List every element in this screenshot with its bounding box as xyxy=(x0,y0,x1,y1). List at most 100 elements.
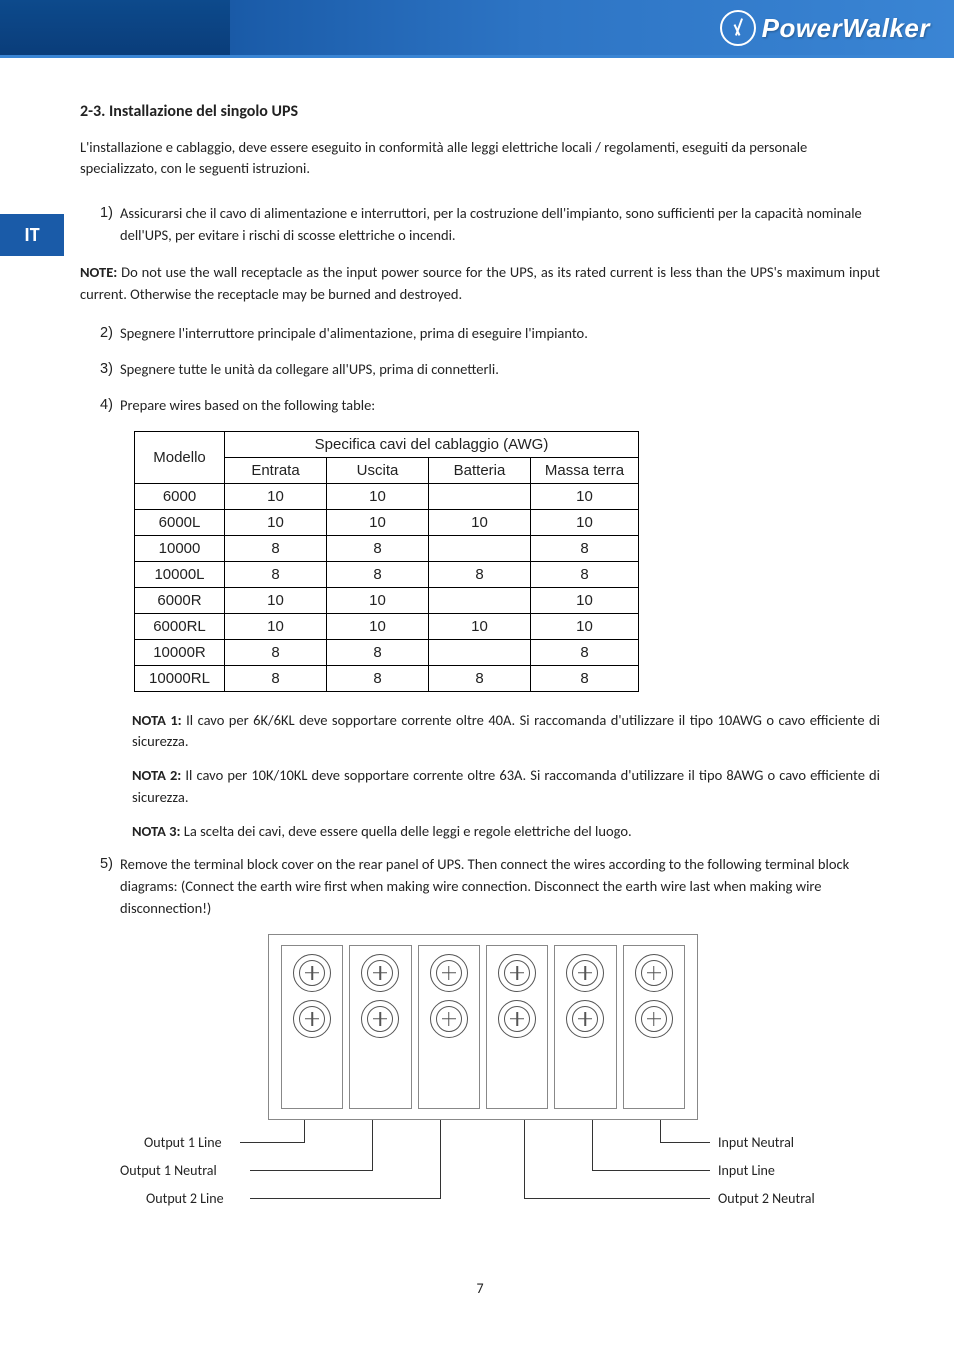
table-cell: 10000L xyxy=(135,561,225,587)
table-cell: 6000L xyxy=(135,509,225,535)
screw-icon xyxy=(635,1000,673,1038)
list-item: 4) Prepare wires based on the following … xyxy=(80,395,880,417)
wiring-table: Modello Specifica cavi del cablaggio (AW… xyxy=(134,431,639,692)
list-number: 4) xyxy=(80,395,120,417)
table-cell: 10 xyxy=(225,613,327,639)
list-item: 5) Remove the terminal block cover on th… xyxy=(80,854,880,919)
table-cell: 8 xyxy=(531,639,639,665)
note-text: Do not use the wall receptacle as the in… xyxy=(80,263,880,303)
list-number: 5) xyxy=(80,854,120,919)
col-massa: Massa terra xyxy=(531,457,639,483)
list-number: 3) xyxy=(80,359,120,381)
list-item: 3) Spegnere tutte le unità da collegare … xyxy=(80,359,880,381)
table-cell xyxy=(429,483,531,509)
note-main: NOTE: Do not use the wall receptacle as … xyxy=(80,261,880,306)
table-cell: 10 xyxy=(429,509,531,535)
col-batteria: Batteria xyxy=(429,457,531,483)
label-in-line: Input Line xyxy=(718,1162,775,1179)
table-cell xyxy=(429,639,531,665)
terminal-block xyxy=(268,934,698,1120)
table-cell: 8 xyxy=(225,561,327,587)
table-cell: 6000R xyxy=(135,587,225,613)
screw-icon xyxy=(361,954,399,992)
leader-line xyxy=(240,1142,305,1143)
screw-icon xyxy=(498,954,536,992)
nota-2: NOTA 2: Il cavo per 10K/10KL deve soppor… xyxy=(132,765,880,809)
nota-1: NOTA 1: Il cavo per 6K/6KL deve sopporta… xyxy=(132,710,880,754)
table-notes: NOTA 1: Il cavo per 6K/6KL deve sopporta… xyxy=(132,710,880,843)
table-row: 10000L8888 xyxy=(135,561,639,587)
table-cell: 6000RL xyxy=(135,613,225,639)
leader-line xyxy=(372,1120,373,1170)
header-bar: PowerWalker xyxy=(0,0,954,58)
numbered-list: 1) Assicurarsi che il cavo di alimentazi… xyxy=(80,203,880,247)
table-cell: 8 xyxy=(531,535,639,561)
brand-logo-icon xyxy=(720,10,756,46)
table-row: 6000R101010 xyxy=(135,587,639,613)
table-cell: 8 xyxy=(429,561,531,587)
table-cell: 10 xyxy=(531,587,639,613)
leader-line xyxy=(250,1170,373,1171)
terminal-pair xyxy=(486,945,548,1109)
terminal-pair xyxy=(623,945,685,1109)
screw-icon xyxy=(430,954,468,992)
list-item: 1) Assicurarsi che il cavo di alimentazi… xyxy=(80,203,880,247)
numbered-list-cont: 2) Spegnere l'interruttore principale d'… xyxy=(80,323,880,416)
numbered-list-cont2: 5) Remove the terminal block cover on th… xyxy=(80,854,880,919)
table-cell: 10 xyxy=(531,509,639,535)
screw-icon xyxy=(635,954,673,992)
col-spec-header: Specifica cavi del cablaggio (AWG) xyxy=(225,431,639,457)
list-number: 1) xyxy=(80,203,120,247)
table-cell: 10 xyxy=(327,509,429,535)
table-cell: 8 xyxy=(225,639,327,665)
list-text: Spegnere l'interruttore principale d'ali… xyxy=(120,323,880,345)
label-out2-line: Output 2 Line xyxy=(146,1190,224,1207)
table-cell: 10 xyxy=(327,587,429,613)
brand-name: PowerWalker xyxy=(762,13,930,44)
page-number: 7 xyxy=(80,1280,880,1297)
list-item: 2) Spegnere l'interruttore principale d'… xyxy=(80,323,880,345)
table-cell: 10 xyxy=(531,613,639,639)
table-row: 10000RL8888 xyxy=(135,665,639,691)
brand-logo: PowerWalker xyxy=(720,10,930,46)
nota-3: NOTA 3: La scelta dei cavi, deve essere … xyxy=(132,821,880,843)
screw-icon xyxy=(293,954,331,992)
screw-icon xyxy=(498,1000,536,1038)
col-model: Modello xyxy=(135,431,225,483)
leader-line xyxy=(592,1120,593,1170)
table-cell: 10000 xyxy=(135,535,225,561)
leader-line xyxy=(250,1198,441,1199)
table-row: 10000R888 xyxy=(135,639,639,665)
table-cell xyxy=(429,535,531,561)
leader-line xyxy=(440,1120,441,1198)
table-cell: 8 xyxy=(225,535,327,561)
terminal-diagram: Output 1 Line Output 1 Neutral Output 2 … xyxy=(90,934,870,1254)
table-cell: 10 xyxy=(225,587,327,613)
table-cell: 10 xyxy=(225,483,327,509)
leader-line xyxy=(660,1120,661,1142)
language-tab: IT xyxy=(0,214,64,256)
table-cell: 10 xyxy=(429,613,531,639)
label-out1-line: Output 1 Line xyxy=(144,1134,222,1151)
terminal-pair xyxy=(281,945,343,1109)
table-row: 6000RL10101010 xyxy=(135,613,639,639)
section-intro: L'installazione e cablaggio, deve essere… xyxy=(80,137,880,179)
section-heading: 2-3. Installazione del singolo UPS xyxy=(80,102,880,121)
label-out1-neutral: Output 1 Neutral xyxy=(120,1162,217,1179)
table-cell: 8 xyxy=(531,561,639,587)
list-text: Prepare wires based on the following tab… xyxy=(120,395,880,417)
list-text: Spegnere tutte le unità da collegare all… xyxy=(120,359,880,381)
table-row: 6000101010 xyxy=(135,483,639,509)
table-cell: 10000R xyxy=(135,639,225,665)
table-cell: 10000RL xyxy=(135,665,225,691)
leader-line xyxy=(592,1170,710,1171)
table-cell: 10 xyxy=(531,483,639,509)
terminal-pair xyxy=(554,945,616,1109)
note-label: NOTE: xyxy=(80,263,117,281)
table-cell: 6000 xyxy=(135,483,225,509)
terminal-pair xyxy=(418,945,480,1109)
screw-icon xyxy=(361,1000,399,1038)
col-entrata: Entrata xyxy=(225,457,327,483)
leader-line xyxy=(304,1120,305,1142)
screw-icon xyxy=(566,954,604,992)
